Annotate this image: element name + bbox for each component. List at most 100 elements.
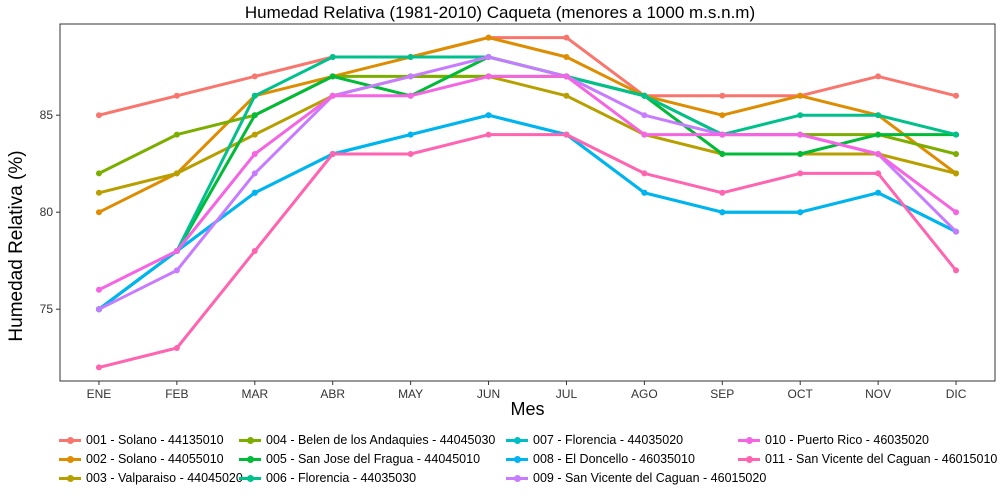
- legend-item-6: 006 - Florencia - 44035030: [238, 468, 505, 487]
- x-tick-label: AGO: [631, 387, 658, 401]
- legend-key: [238, 472, 262, 484]
- data-point: [641, 189, 648, 196]
- data-point: [485, 53, 492, 60]
- chart-title: Humedad Relativa (1981-2010) Caqueta (me…: [244, 3, 756, 22]
- data-point: [173, 92, 180, 99]
- legend-item-7: 007 - Florencia - 44035020: [505, 430, 737, 449]
- legend-label: 005 - San Jose del Fragua - 44045010: [266, 451, 481, 466]
- legend-label: 009 - San Vicente del Caguan - 46015020: [533, 470, 767, 485]
- data-point: [173, 267, 180, 274]
- data-point: [563, 73, 570, 80]
- data-point: [875, 170, 882, 177]
- legend-label: 011 - San Vicente del Caguan - 46015010: [765, 451, 998, 466]
- legend-key: [58, 434, 82, 446]
- x-tick-label: NOV: [865, 387, 891, 401]
- y-tick-label: 80: [40, 205, 54, 219]
- data-point: [719, 131, 726, 138]
- data-point: [875, 150, 882, 157]
- data-point: [719, 150, 726, 157]
- legend-item-4: 004 - Belen de los Andaquies - 44045030: [238, 430, 505, 449]
- data-point: [719, 209, 726, 216]
- legend-item-8: 008 - El Doncello - 46035010: [505, 449, 737, 468]
- data-point: [407, 53, 414, 60]
- data-point: [797, 170, 804, 177]
- legend-label: 001 - Solano - 44135010: [86, 432, 224, 447]
- data-point: [953, 150, 960, 157]
- data-point: [797, 150, 804, 157]
- x-tick-label: MAR: [241, 387, 268, 401]
- series-line-10: [97, 74, 958, 292]
- data-point: [719, 189, 726, 196]
- x-tick-label: JUL: [556, 387, 578, 401]
- legend-item-9: 009 - San Vicente del Caguan - 46015020: [505, 468, 766, 487]
- data-point: [251, 189, 258, 196]
- data-point: [95, 306, 102, 313]
- data-point: [719, 112, 726, 119]
- legend-key: [737, 453, 761, 465]
- legend-key: [505, 453, 529, 465]
- data-point: [95, 189, 102, 196]
- data-point: [953, 209, 960, 216]
- data-point: [641, 170, 648, 177]
- data-point: [485, 131, 492, 138]
- legend-item-2: 002 - Solano - 44055010: [58, 449, 238, 468]
- legend-label: 003 - Valparaiso - 44045020: [86, 470, 243, 485]
- x-tick-label: ABR: [320, 387, 345, 401]
- legend-label: 004 - Belen de los Andaquies - 44045030: [266, 432, 496, 447]
- data-point: [251, 92, 258, 99]
- data-point: [797, 209, 804, 216]
- data-point: [407, 150, 414, 157]
- data-point: [641, 112, 648, 119]
- data-point: [953, 228, 960, 235]
- legend-key: [238, 453, 262, 465]
- x-tick-label: MAY: [398, 387, 423, 401]
- data-point: [407, 92, 414, 99]
- legend-item-3: 003 - Valparaiso - 44045020: [58, 468, 243, 487]
- data-point: [953, 267, 960, 274]
- legend-item-11: 011 - San Vicente del Caguan - 46015010: [737, 449, 998, 468]
- legend: 001 - Solano - 44135010 002 - Solano - 44…: [58, 430, 998, 486]
- legend-label: 002 - Solano - 44055010: [86, 451, 224, 466]
- data-point: [95, 364, 102, 371]
- legend-item-1: 001 - Solano - 44135010: [58, 430, 238, 449]
- data-point: [251, 248, 258, 255]
- data-point: [641, 131, 648, 138]
- data-point: [173, 170, 180, 177]
- data-point: [95, 286, 102, 293]
- data-point: [953, 92, 960, 99]
- data-point: [329, 92, 336, 99]
- series-line-9: [97, 55, 958, 311]
- data-point: [797, 112, 804, 119]
- legend-key: [238, 434, 262, 446]
- series-line-5: [97, 55, 958, 311]
- data-point: [407, 73, 414, 80]
- legend-key: [505, 472, 529, 484]
- data-point: [797, 92, 804, 99]
- data-point: [719, 92, 726, 99]
- data-point: [173, 131, 180, 138]
- y-axis-label: Humedad Relativa (%): [6, 150, 27, 342]
- data-point: [251, 150, 258, 157]
- data-point: [953, 131, 960, 138]
- legend-key: [58, 472, 82, 484]
- y-tick-label: 75: [40, 302, 54, 316]
- data-point: [173, 345, 180, 352]
- data-point: [797, 131, 804, 138]
- legend-key: [505, 434, 529, 446]
- data-point: [563, 34, 570, 41]
- data-point: [875, 73, 882, 80]
- x-tick-label: SEP: [710, 387, 734, 401]
- series-line-11: [97, 133, 958, 369]
- legend-label: 008 - El Doncello - 46035010: [533, 451, 695, 466]
- x-axis-label: Mes: [510, 399, 545, 419]
- series-line-1: [97, 36, 958, 117]
- data-point: [95, 112, 102, 119]
- data-point: [875, 131, 882, 138]
- data-point: [329, 53, 336, 60]
- data-point: [251, 73, 258, 80]
- data-point: [485, 73, 492, 80]
- legend-label: 007 - Florencia - 44035020: [533, 432, 684, 447]
- x-tick-label: JUN: [477, 387, 500, 401]
- data-point: [251, 112, 258, 119]
